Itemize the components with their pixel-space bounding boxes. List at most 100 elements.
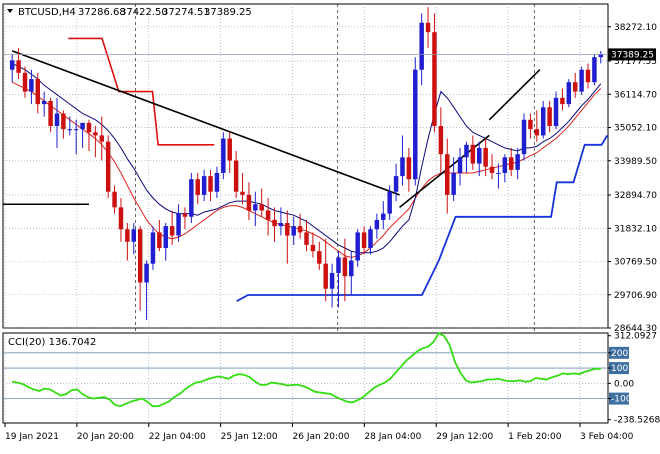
candle[interactable] <box>419 13 424 86</box>
candle[interactable] <box>22 66 28 98</box>
candle[interactable] <box>80 122 85 148</box>
candle[interactable] <box>336 251 341 308</box>
candle[interactable] <box>483 138 488 177</box>
candle[interactable] <box>208 169 213 202</box>
candle[interactable] <box>489 154 495 180</box>
candle[interactable] <box>291 216 296 245</box>
candle[interactable] <box>272 207 277 242</box>
candle[interactable] <box>432 13 437 133</box>
candle[interactable] <box>297 213 303 239</box>
candle[interactable] <box>508 147 514 177</box>
candle[interactable] <box>477 141 482 177</box>
candle[interactable] <box>214 166 220 198</box>
candle[interactable] <box>317 241 322 270</box>
candle[interactable] <box>201 169 207 202</box>
candle[interactable] <box>131 223 136 255</box>
candle[interactable] <box>438 107 444 173</box>
candle[interactable] <box>310 232 316 258</box>
candle[interactable] <box>195 172 200 205</box>
candle[interactable] <box>48 97 53 133</box>
candle[interactable] <box>99 116 105 161</box>
candle[interactable] <box>278 207 284 236</box>
candle[interactable] <box>585 63 591 89</box>
candle[interactable] <box>246 182 252 220</box>
candle[interactable] <box>73 119 79 155</box>
candle[interactable] <box>329 263 335 308</box>
candle[interactable] <box>163 223 168 261</box>
candle[interactable] <box>355 229 360 267</box>
candle[interactable] <box>515 147 520 180</box>
candle[interactable] <box>125 223 130 261</box>
candle[interactable] <box>9 54 15 83</box>
candle[interactable] <box>304 219 309 252</box>
candle[interactable] <box>323 238 328 302</box>
candle[interactable] <box>29 69 34 105</box>
candle[interactable] <box>157 219 162 252</box>
candle[interactable] <box>41 91 47 117</box>
candle[interactable] <box>259 188 264 217</box>
trendline[interactable] <box>488 69 541 121</box>
price-pane[interactable] <box>2 3 609 423</box>
candle[interactable] <box>381 201 386 230</box>
candle[interactable] <box>368 226 373 255</box>
candle[interactable] <box>528 113 533 139</box>
candle[interactable] <box>470 135 476 170</box>
candle[interactable] <box>547 100 552 133</box>
candle[interactable] <box>16 47 21 80</box>
candle[interactable] <box>374 213 380 239</box>
candle[interactable] <box>35 72 41 114</box>
candle[interactable] <box>227 132 232 173</box>
candle[interactable] <box>572 72 578 98</box>
candle[interactable] <box>592 54 597 86</box>
candle[interactable] <box>176 204 181 242</box>
candle[interactable] <box>361 226 367 255</box>
candle[interactable] <box>451 157 456 202</box>
candle[interactable] <box>457 147 463 186</box>
candle[interactable] <box>540 100 546 139</box>
candle[interactable] <box>189 172 194 224</box>
candle[interactable] <box>253 191 258 227</box>
candle[interactable] <box>221 132 226 180</box>
candle[interactable] <box>521 113 527 161</box>
candle[interactable] <box>560 88 565 111</box>
candle-body <box>534 129 540 136</box>
candle[interactable] <box>534 110 540 142</box>
candle[interactable] <box>342 238 348 302</box>
candle[interactable] <box>93 126 98 158</box>
candle[interactable] <box>144 260 149 320</box>
candle[interactable] <box>105 135 111 198</box>
candle[interactable] <box>112 185 117 214</box>
candle[interactable] <box>553 91 559 130</box>
candle[interactable] <box>61 110 66 139</box>
candle[interactable] <box>285 210 290 264</box>
candle[interactable] <box>233 151 239 198</box>
cci-pane[interactable] <box>2 331 609 424</box>
candle[interactable] <box>496 163 501 189</box>
candle[interactable] <box>54 97 60 148</box>
candle[interactable] <box>400 135 405 186</box>
candle[interactable] <box>464 141 469 173</box>
candle[interactable] <box>406 147 412 192</box>
candle[interactable] <box>502 154 508 183</box>
candle[interactable] <box>445 138 450 214</box>
candle[interactable] <box>579 66 584 95</box>
trendline[interactable] <box>11 50 400 196</box>
chart-menu-icon[interactable] <box>7 9 13 13</box>
candle[interactable] <box>137 226 143 311</box>
candle[interactable] <box>387 185 392 220</box>
candle[interactable] <box>240 172 245 205</box>
candle[interactable] <box>67 116 73 136</box>
candle[interactable] <box>393 163 399 202</box>
candle[interactable] <box>265 197 271 236</box>
candle[interactable] <box>413 57 418 186</box>
candle[interactable] <box>349 251 354 295</box>
candle[interactable] <box>598 50 604 64</box>
candle[interactable] <box>566 79 572 108</box>
candle[interactable] <box>86 119 92 152</box>
candle[interactable] <box>169 210 175 245</box>
candle[interactable] <box>150 226 156 270</box>
candle[interactable] <box>182 207 188 230</box>
candle[interactable] <box>118 197 124 242</box>
candle[interactable] <box>425 7 431 48</box>
